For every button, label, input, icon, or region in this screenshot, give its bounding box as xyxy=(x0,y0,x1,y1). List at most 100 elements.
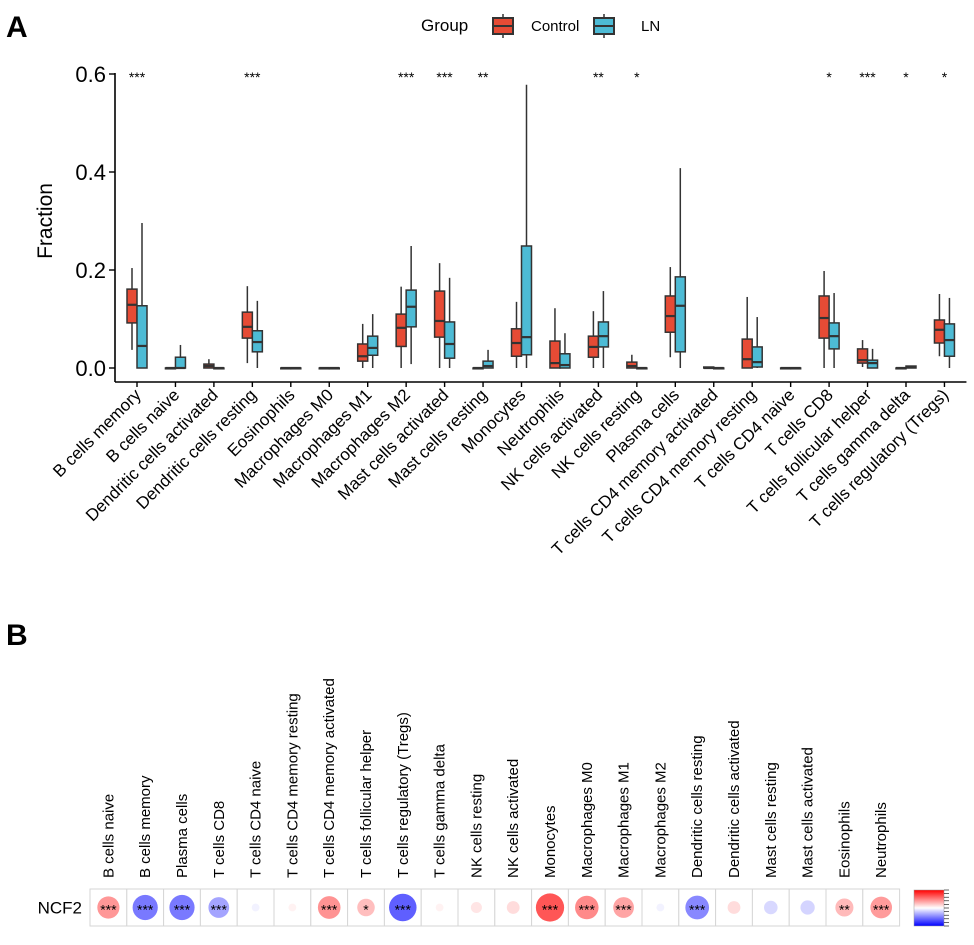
heatmap-cell: *** xyxy=(89,888,128,927)
y-tick-label: 0.4 xyxy=(75,160,106,185)
significance-label: *** xyxy=(873,902,890,918)
legend-label-ln: LN xyxy=(641,18,660,35)
box-control xyxy=(126,268,138,350)
y-tick-label: 0.6 xyxy=(75,62,106,87)
heatmap-cell xyxy=(788,888,827,927)
panel-b-label: B xyxy=(6,619,28,652)
column-label: T cells CD4 naive xyxy=(248,761,265,878)
box-body xyxy=(856,348,869,364)
box-control xyxy=(895,366,907,370)
box-control xyxy=(818,270,830,368)
column-label: Macrophages M1 xyxy=(616,762,633,878)
correlation-bubble xyxy=(97,896,120,919)
heatmap-cell: *** xyxy=(567,888,606,927)
box-control xyxy=(549,308,561,369)
significance-label: *** xyxy=(542,902,559,918)
box-control xyxy=(664,267,677,358)
correlation-bubble xyxy=(870,896,893,919)
column-label: Dendritic cells activated xyxy=(726,720,743,878)
correlation-bubble xyxy=(575,895,599,920)
boxplots xyxy=(126,84,956,370)
heatmap-cell: *** xyxy=(678,888,717,927)
box-ln xyxy=(713,366,725,370)
significance-label: *** xyxy=(100,902,117,918)
box-body xyxy=(674,276,687,353)
column-label: NK cells activated xyxy=(505,759,522,878)
heatmap-cell xyxy=(236,888,275,927)
box-control xyxy=(626,354,638,369)
correlation-bubble xyxy=(317,896,341,919)
heatmap-cell: *** xyxy=(862,888,901,927)
box-ln xyxy=(136,222,148,369)
significance-label: * xyxy=(903,69,909,85)
correlation-bubble xyxy=(685,895,710,920)
significance-label: *** xyxy=(398,69,415,85)
box-ln xyxy=(597,291,610,368)
box-ln xyxy=(290,366,302,370)
x-axis xyxy=(115,381,967,387)
box-ln xyxy=(789,366,802,370)
significance-label: * xyxy=(826,69,832,85)
box-body xyxy=(356,343,369,362)
box-ln xyxy=(559,333,571,369)
heatmap-cell: * xyxy=(347,888,385,927)
y-axis-title: Fraction xyxy=(34,183,57,259)
box-body xyxy=(433,290,446,338)
correlation-bubble xyxy=(132,894,158,921)
significance-label: *** xyxy=(859,69,876,85)
column-label: T cells CD4 memory activated xyxy=(321,678,338,878)
colorbar xyxy=(913,889,949,927)
box-ln xyxy=(520,84,533,368)
significance-label: *** xyxy=(689,902,706,918)
box-ln xyxy=(636,366,648,370)
box-body xyxy=(241,311,254,339)
heatmap-cell xyxy=(273,888,312,927)
column-label: Neutrophils xyxy=(873,802,890,878)
column-label: NK cells resting xyxy=(468,774,485,878)
heatmap-grid: *** *** *** *** *** * *** *** *** *** *** ** *** xyxy=(89,888,901,927)
box-ln xyxy=(674,168,687,368)
correlation-bubble xyxy=(800,900,815,915)
box-ln xyxy=(482,349,494,369)
correlation-bubble xyxy=(764,900,778,915)
box-body xyxy=(395,313,407,348)
significance-label: * xyxy=(634,69,640,85)
correlation-bubble xyxy=(251,903,260,912)
column-label: Plasma cells xyxy=(174,794,191,878)
column-label: Eosinophils xyxy=(836,801,853,878)
correlation-bubble xyxy=(835,898,854,917)
box-body xyxy=(482,360,494,369)
significance-label: * xyxy=(363,902,369,918)
box-ln xyxy=(213,366,225,370)
box-ln xyxy=(251,300,264,368)
box-control xyxy=(472,366,484,370)
box-control xyxy=(318,366,330,370)
box-body xyxy=(443,321,456,359)
box-control xyxy=(164,366,177,370)
box-ln xyxy=(905,365,917,369)
box-body xyxy=(405,289,417,328)
box-ln xyxy=(866,348,879,369)
significance-label: *** xyxy=(615,902,632,918)
box-body xyxy=(126,288,138,324)
column-label: Mast cells activated xyxy=(800,747,817,878)
legend: Group Control LN xyxy=(421,14,660,38)
box-control xyxy=(433,263,446,368)
significance-label: ** xyxy=(478,69,489,85)
box-body xyxy=(520,245,533,356)
box-body xyxy=(136,305,148,369)
heatmap-cell: *** xyxy=(531,888,569,927)
significance-label: ** xyxy=(593,69,604,85)
box-body xyxy=(741,338,753,369)
correlation-bubble xyxy=(613,897,634,918)
legend-title: Group xyxy=(421,16,468,35)
significance-label: *** xyxy=(395,902,412,918)
box-body xyxy=(933,319,946,344)
column-label: T cells follicular helper xyxy=(358,730,375,878)
column-label: B cells naive xyxy=(100,794,117,878)
significance-label: *** xyxy=(321,902,338,918)
column-label: Mast cells resting xyxy=(763,762,780,878)
correlation-bubble xyxy=(470,901,482,914)
correlation-bubble xyxy=(208,897,230,918)
